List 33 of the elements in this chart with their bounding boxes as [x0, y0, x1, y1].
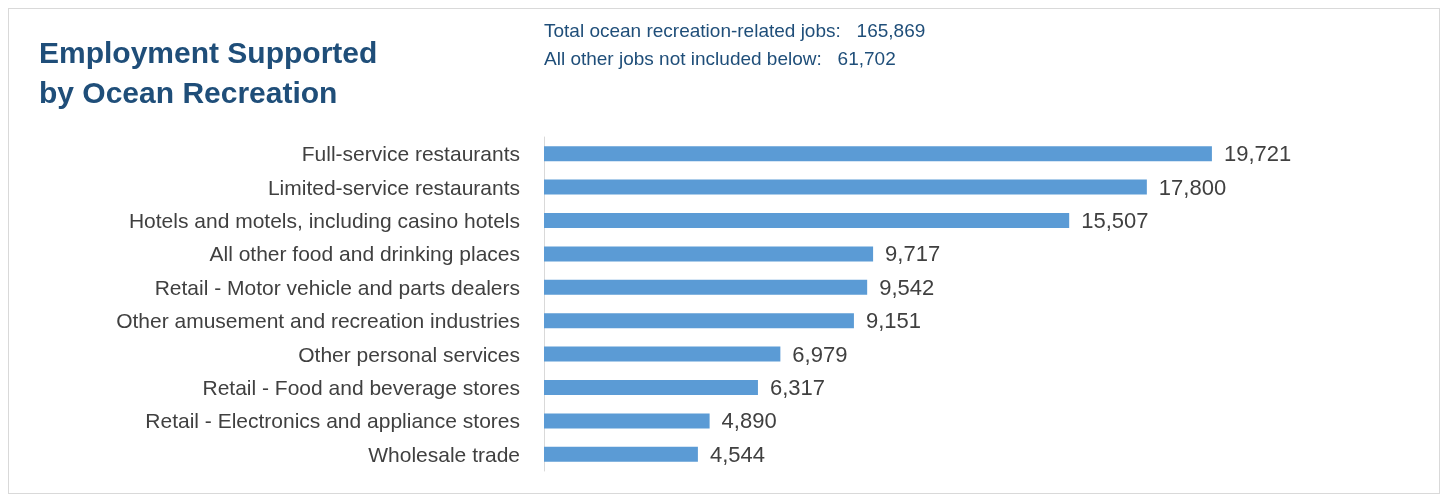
data-label: 19,721: [1223, 141, 1292, 167]
data-label: 9,717: [885, 241, 941, 267]
bar: [544, 146, 1212, 162]
y-tick-label: Retail - Electronics and appliance stores: [145, 409, 520, 433]
y-tick-label: Other amusement and recreation industries: [116, 309, 520, 333]
data-label: 4,544: [709, 441, 765, 467]
data-label: 6,317: [769, 375, 826, 400]
bar: [544, 446, 698, 462]
data-label: 9,542: [879, 274, 935, 300]
bar: [544, 213, 1070, 228]
data-label: 6,979: [792, 341, 848, 367]
data-label: 9,151: [865, 308, 921, 334]
text: All other jobs not included below: 61,702: [544, 48, 896, 69]
text: Employment Supported by Ocean Recreation: [39, 35, 378, 109]
bar: [544, 380, 758, 395]
data-label: 17,800: [1158, 174, 1227, 200]
data-label: 4,890: [721, 408, 777, 434]
y-tick-label: Limited-service restaurants: [267, 175, 520, 199]
bar: [544, 346, 781, 362]
bar: [544, 279, 868, 295]
y-tick-label: Full-service restaurants: [301, 142, 520, 166]
y-tick-label: Other personal services: [298, 342, 520, 366]
text: Total ocean recreation-related jobs: 165,869: [544, 20, 926, 41]
bar: [544, 179, 1147, 195]
y-tick-label: Wholesale trade: [368, 442, 520, 466]
y-tick-label: Retail - Food and beverage stores: [202, 376, 520, 399]
bar: [544, 246, 874, 262]
y-tick-label: All other food and drinking places: [209, 242, 520, 266]
y-tick-label: Hotels and motels, including casino hotels: [128, 209, 520, 232]
bar: [544, 313, 854, 329]
bar: [544, 413, 710, 429]
y-tick-label: Retail - Motor vehicle and parts dealers: [154, 275, 520, 299]
data-label: 15,507: [1081, 208, 1149, 233]
